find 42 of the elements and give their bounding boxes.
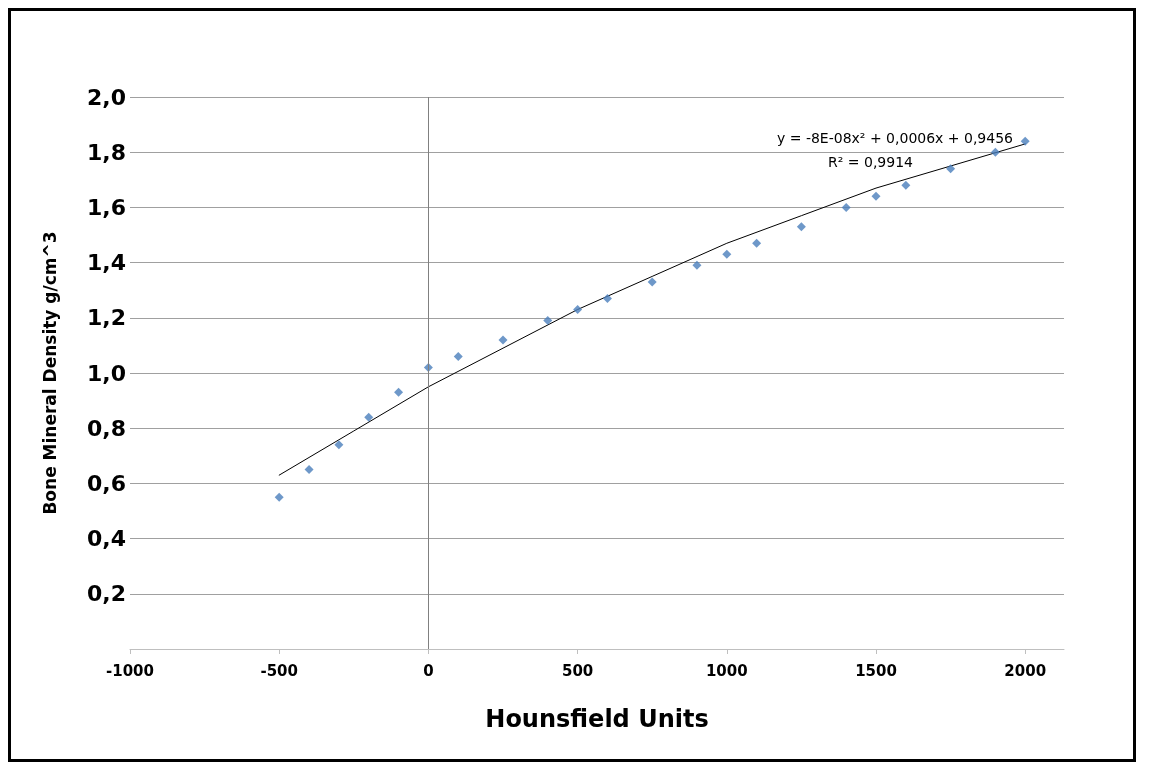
point bbox=[796, 222, 806, 232]
point bbox=[334, 440, 344, 450]
point bbox=[394, 387, 404, 397]
y-tick-label: 0,2 bbox=[87, 581, 126, 607]
point bbox=[946, 164, 956, 174]
point bbox=[498, 335, 508, 345]
x-tick-label: 2000 bbox=[1004, 661, 1047, 680]
y-tick-label: 0,8 bbox=[87, 415, 126, 441]
point bbox=[573, 305, 583, 315]
point bbox=[274, 492, 284, 502]
point bbox=[453, 351, 463, 361]
point bbox=[752, 238, 762, 248]
x-tick-label: 0 bbox=[423, 661, 434, 680]
point bbox=[841, 202, 851, 212]
point bbox=[990, 147, 1000, 157]
x-axis-title: Hounsfield Units bbox=[485, 705, 709, 733]
y-axis-title: Bone Mineral Density g/cm^3 bbox=[39, 231, 60, 515]
y-tick-label: 1,6 bbox=[87, 194, 126, 220]
x-tick-label: 1500 bbox=[855, 661, 897, 680]
x-tick-label: 1000 bbox=[705, 661, 748, 680]
y-tick-label: 1,8 bbox=[87, 139, 126, 165]
x-tick-label: 500 bbox=[561, 661, 594, 680]
point bbox=[692, 260, 702, 270]
point bbox=[1020, 136, 1030, 146]
y-tick-label: 1,4 bbox=[87, 250, 126, 276]
x-tick-label: -500 bbox=[260, 661, 298, 680]
annotation: R² = 0,9914 bbox=[828, 154, 914, 170]
y-tick-label: 0,4 bbox=[87, 526, 126, 552]
point bbox=[901, 180, 911, 190]
point bbox=[304, 465, 314, 475]
y-tick-label: 0,6 bbox=[87, 470, 126, 496]
point bbox=[722, 249, 732, 259]
y-tick-label: 1,2 bbox=[87, 305, 126, 331]
point bbox=[647, 277, 657, 287]
point bbox=[871, 191, 881, 201]
point bbox=[602, 293, 612, 303]
point bbox=[364, 412, 374, 422]
point bbox=[543, 316, 553, 326]
annotation: y = -8E-08x² + 0,0006x + 0,9456 bbox=[777, 130, 1014, 146]
x-tick-label: -1000 bbox=[106, 661, 154, 680]
y-tick-label: 2,0 bbox=[87, 84, 126, 110]
y-tick-label: 1,0 bbox=[87, 360, 126, 386]
